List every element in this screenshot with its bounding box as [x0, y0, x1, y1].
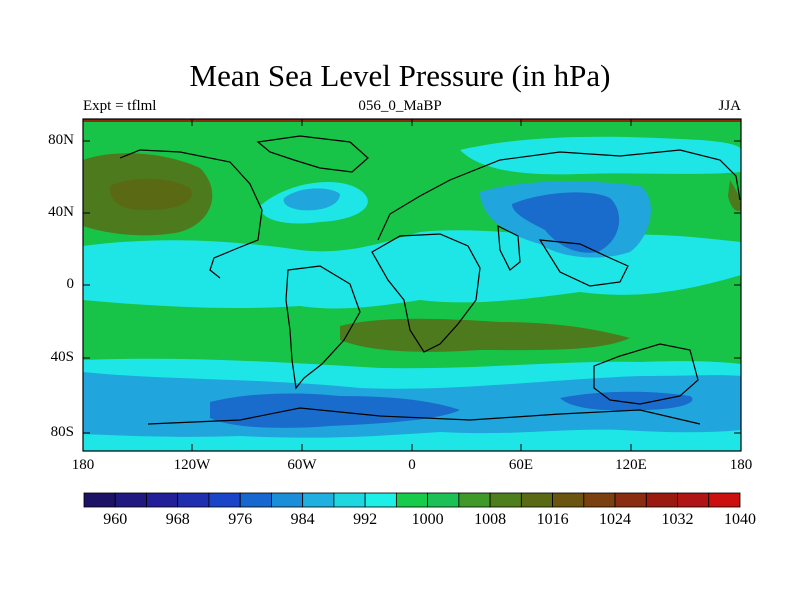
coast-antarctica: [147, 407, 701, 425]
colorbar-label: 984: [290, 511, 315, 528]
colorbar-box: [427, 492, 460, 508]
colorbar-box: [208, 492, 241, 508]
axis-ticks: [83, 119, 741, 451]
north-pacific-high-inner: [109, 178, 192, 211]
colorbar-box: [239, 492, 272, 508]
colorbar-box: [552, 492, 585, 508]
colorbar-box: [271, 492, 304, 508]
colorbar-box: [614, 492, 647, 508]
lat-tick-0: 0: [66, 276, 75, 292]
coast-africa: [371, 233, 481, 353]
asia-low-980: [512, 192, 620, 253]
lon-tick-180e: 180: [729, 457, 753, 473]
lat-tick-80n: 80N: [48, 132, 74, 148]
season-label: JJA: [718, 98, 741, 114]
lon-tick-120e: 120E: [615, 457, 647, 473]
lon-tick-0: 0: [408, 457, 416, 473]
colorbar-box: [520, 492, 553, 508]
colorbar-label: 1016: [536, 511, 569, 528]
colorbar-box: [302, 492, 335, 508]
pressure-field: [83, 119, 741, 451]
coast-india: [497, 224, 521, 271]
south-atlantic-low-980: [210, 393, 460, 428]
colorbar-box: [395, 492, 429, 508]
colorbar-box: [83, 492, 116, 508]
colorbar-label: 1008: [474, 511, 507, 528]
colorbar-label: 960: [103, 511, 128, 528]
coast-australia: [593, 343, 699, 405]
colorbar-box: [458, 492, 491, 508]
africa-high: [728, 180, 741, 212]
experiment-label: Expt = tflml: [83, 98, 157, 114]
colorbar-box: [583, 492, 616, 508]
colorbar-label: 1024: [599, 511, 632, 528]
colorbar-box: [708, 492, 741, 508]
indian-ocean-low-980: [560, 391, 693, 411]
colorbar-label: 968: [165, 511, 190, 528]
lon-tick-120w: 120W: [173, 457, 211, 473]
coast-greenland: [256, 135, 369, 173]
chart-title: Mean Sea Level Pressure (in hPa): [189, 58, 611, 93]
coast-southeast-asia: [538, 239, 629, 287]
colorbar-label: 1000: [411, 511, 444, 528]
lat-tick-80s: 80S: [50, 424, 74, 440]
colorbar-label: 976: [228, 511, 253, 528]
colorbar-box: [677, 492, 710, 508]
colorbar-box: [333, 492, 366, 508]
north-atlantic-low-inner: [283, 188, 340, 211]
lon-tick-180w: 180: [71, 457, 95, 473]
colorbar-label: 1040: [724, 511, 756, 528]
colorbar-box: [364, 492, 397, 508]
colorbar: [83, 492, 741, 508]
colorbar-label: 992: [353, 511, 378, 528]
coast-eurasia: [377, 149, 741, 241]
southern-subtropical-high: [340, 318, 630, 352]
lon-tick-60w: 60W: [287, 457, 317, 473]
coast-south-america: [285, 265, 361, 390]
coastlines: [119, 135, 741, 425]
colorbar-box: [489, 492, 522, 508]
colorbar-box: [146, 492, 179, 508]
colorbar-box: [645, 492, 678, 508]
lon-tick-60e: 60E: [508, 457, 534, 473]
lat-tick-40n: 40N: [48, 204, 74, 220]
lat-tick-40s: 40S: [50, 349, 74, 365]
colorbar-box: [177, 492, 210, 508]
colorbar-label: 1032: [661, 511, 694, 528]
run-label: 056_0_MaBP: [358, 98, 442, 114]
coast-north-america: [119, 149, 263, 279]
arctic-low: [460, 136, 741, 175]
colorbar-box: [114, 492, 147, 508]
